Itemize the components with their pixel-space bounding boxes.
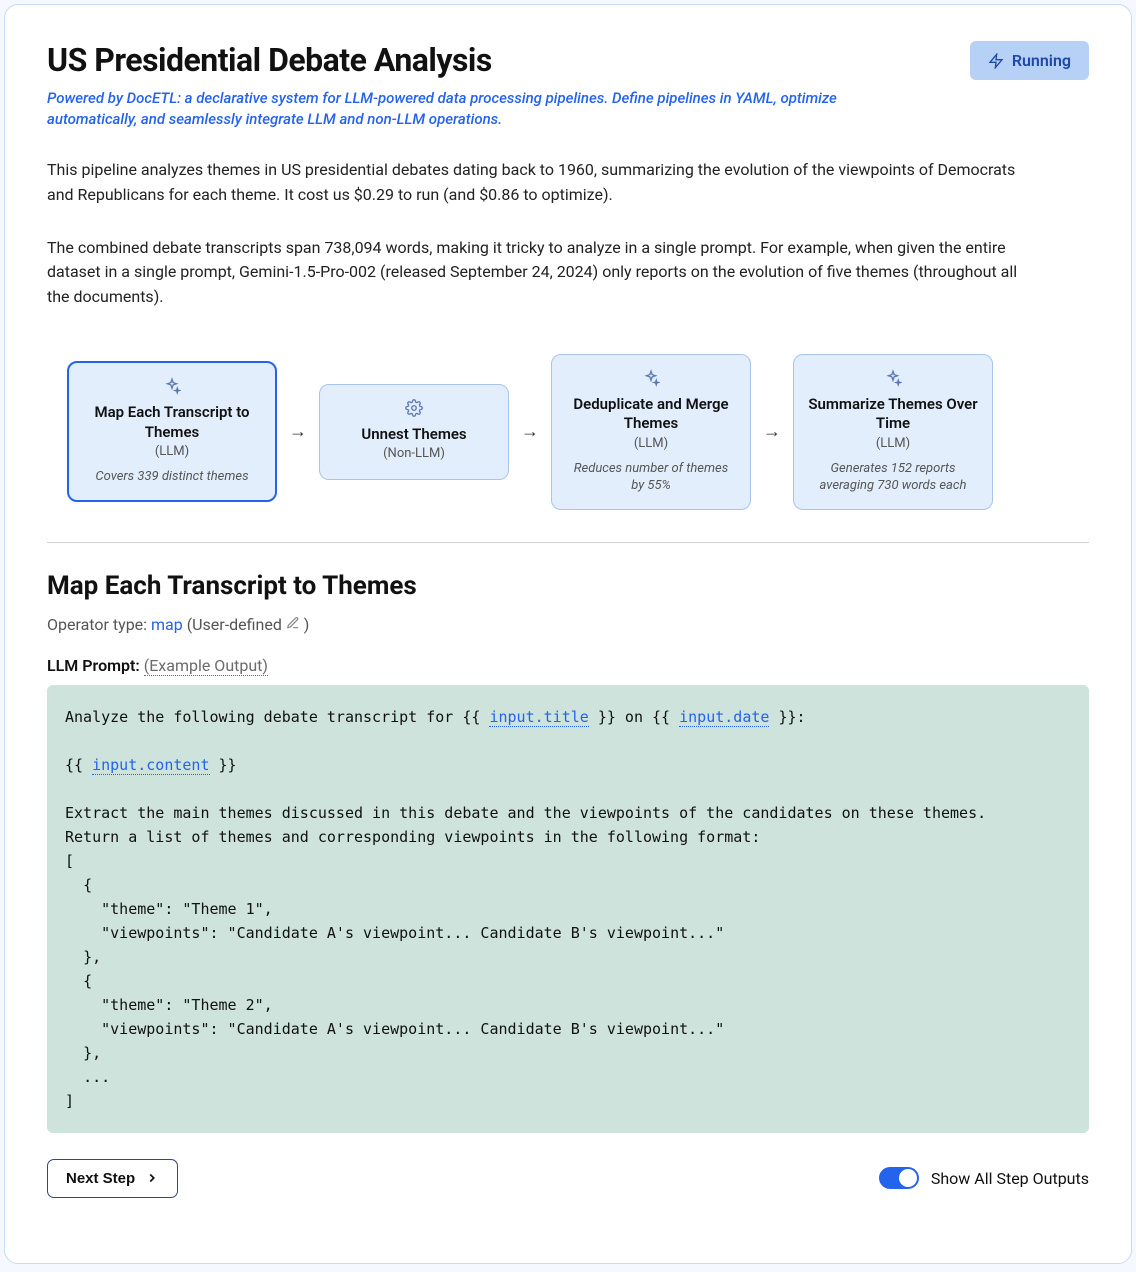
operator-suffix-open: (User-defined [187,615,282,634]
operator-suffix-close: ) [304,615,310,634]
arrow-right-icon: → [289,421,307,442]
pencil-icon[interactable] [286,615,304,634]
pipeline-step-note: Reduces number of themes by 55% [566,461,736,495]
sparkle-icon [884,369,902,391]
pipeline-step-title: Map Each Transcript to Themes [83,403,261,442]
example-output-link[interactable]: (Example Output) [144,656,268,676]
page-title: US Presidential Debate Analysis [47,41,492,79]
pipeline-step-0[interactable]: Map Each Transcript to Themes (LLM) Covers… [67,361,277,502]
pipeline-step-note: Generates 152 reports averaging 730 word… [808,461,978,495]
pipeline-step-subtitle: (LLM) [876,436,910,451]
sparkle-icon [642,369,660,391]
pipeline-step-subtitle: (Non-LLM) [383,446,445,461]
show-outputs-toggle-wrap: Show All Step Outputs [879,1167,1089,1189]
pipeline-step-3[interactable]: Summarize Themes Over Time (LLM) Generates… [793,354,993,510]
arrow-right-icon: → [521,421,539,442]
operator-type-link[interactable]: map [151,615,183,634]
pipeline-step-2[interactable]: Deduplicate and Merge Themes (LLM) Reduces… [551,354,751,510]
template-variable: input.content [92,756,209,775]
pipeline-step-title: Unnest Themes [361,425,466,445]
toggle-knob [899,1169,917,1187]
next-step-button[interactable]: Next Step [47,1159,178,1198]
pipeline-step-1[interactable]: Unnest Themes(Non-LLM) [319,384,509,481]
header-row: US Presidential Debate Analysis Running [47,41,1089,80]
pipeline-step-note: Covers 339 distinct themes [95,469,248,486]
pipeline-step-title: Summarize Themes Over Time [808,395,978,434]
show-outputs-label: Show All Step Outputs [931,1169,1089,1188]
subtitle: Powered by DocETL: a declarative system … [47,88,907,130]
prompt-label-row: LLM Prompt: (Example Output) [47,656,1089,675]
status-badge: Running [970,41,1089,80]
pipeline-step-subtitle: (LLM) [155,444,189,459]
sparkle-icon [163,377,181,399]
llm-prompt-label: LLM Prompt: [47,656,140,675]
description-para-1: This pipeline analyzes themes in US pres… [47,158,1027,208]
template-variable: input.date [679,708,769,727]
main-card: US Presidential Debate Analysis Running … [4,4,1132,1264]
operator-type-label: Operator type: [47,615,147,634]
lightning-icon [988,53,1004,69]
step-title: Map Each Transcript to Themes [47,571,1089,601]
pipeline-row: Map Each Transcript to Themes (LLM) Covers… [47,354,1089,510]
chevron-right-icon [145,1171,159,1185]
description-para-2: The combined debate transcripts span 738… [47,236,1027,310]
next-step-label: Next Step [66,1170,135,1187]
operator-type-line: Operator type: map (User-defined ) [47,615,1089,634]
pipeline-step-title: Deduplicate and Merge Themes [566,395,736,434]
footer-row: Next Step Show All Step Outputs [47,1159,1089,1198]
llm-prompt-code: Analyze the following debate transcript … [47,685,1089,1133]
pipeline-step-subtitle: (LLM) [634,436,668,451]
gear-icon [405,399,423,421]
template-variable: input.title [489,708,588,727]
divider [47,542,1089,543]
show-outputs-toggle[interactable] [879,1167,919,1189]
status-label: Running [1012,51,1071,70]
arrow-right-icon: → [763,421,781,442]
